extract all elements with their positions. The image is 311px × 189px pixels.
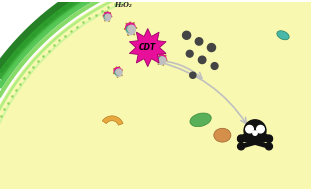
Point — [51, 44, 56, 47]
Circle shape — [257, 125, 264, 133]
Point — [74, 25, 79, 28]
Point — [42, 22, 47, 25]
Polygon shape — [159, 54, 160, 55]
Circle shape — [158, 57, 165, 64]
Point — [17, 83, 22, 86]
Point — [87, 17, 92, 20]
Circle shape — [186, 50, 193, 57]
Circle shape — [115, 70, 120, 75]
Polygon shape — [165, 55, 166, 56]
Point — [26, 71, 31, 74]
Polygon shape — [163, 64, 164, 65]
Point — [31, 65, 36, 68]
Point — [0, 70, 4, 73]
Circle shape — [246, 125, 253, 133]
Circle shape — [198, 56, 206, 64]
Point — [36, 60, 41, 63]
Circle shape — [183, 31, 191, 39]
Circle shape — [266, 135, 272, 142]
Polygon shape — [118, 67, 120, 68]
Ellipse shape — [135, 27, 137, 28]
Circle shape — [266, 136, 272, 143]
Point — [106, 6, 111, 9]
Polygon shape — [121, 75, 122, 76]
Point — [93, 13, 98, 16]
Point — [14, 51, 19, 54]
Point — [61, 7, 66, 10]
Ellipse shape — [156, 58, 158, 59]
Ellipse shape — [113, 73, 114, 74]
Point — [3, 63, 8, 66]
Circle shape — [158, 57, 164, 62]
Point — [19, 45, 24, 48]
Ellipse shape — [260, 134, 268, 139]
Polygon shape — [129, 29, 166, 67]
Polygon shape — [158, 63, 159, 65]
Polygon shape — [104, 20, 105, 21]
Point — [25, 39, 30, 42]
Circle shape — [116, 69, 122, 75]
Circle shape — [104, 12, 111, 19]
Point — [74, 0, 79, 1]
Circle shape — [126, 26, 135, 35]
Circle shape — [238, 135, 244, 142]
Point — [30, 33, 35, 36]
Polygon shape — [116, 67, 117, 68]
Circle shape — [114, 67, 122, 75]
Circle shape — [126, 26, 133, 32]
Circle shape — [126, 23, 135, 33]
Point — [41, 54, 46, 57]
Point — [46, 49, 51, 52]
Point — [68, 2, 73, 5]
Circle shape — [105, 14, 111, 20]
Circle shape — [238, 143, 244, 150]
Polygon shape — [110, 12, 111, 13]
Circle shape — [190, 72, 196, 78]
Ellipse shape — [111, 16, 112, 17]
Point — [0, 114, 3, 117]
Polygon shape — [162, 54, 163, 55]
Point — [48, 17, 53, 20]
Circle shape — [207, 44, 216, 52]
Ellipse shape — [103, 15, 104, 16]
Point — [81, 21, 86, 24]
Point — [63, 34, 67, 37]
Circle shape — [238, 136, 244, 143]
Point — [22, 77, 27, 80]
Point — [13, 89, 18, 92]
Circle shape — [104, 14, 109, 19]
Point — [113, 2, 118, 5]
Point — [9, 95, 14, 98]
Circle shape — [195, 38, 203, 45]
Circle shape — [266, 143, 272, 150]
Polygon shape — [133, 22, 134, 24]
Polygon shape — [133, 34, 135, 35]
Point — [119, 0, 124, 2]
Ellipse shape — [214, 128, 231, 142]
Text: CDT: CDT — [139, 43, 156, 52]
Ellipse shape — [277, 31, 289, 40]
Point — [100, 9, 104, 12]
Ellipse shape — [242, 134, 250, 139]
Polygon shape — [114, 68, 115, 70]
Ellipse shape — [190, 113, 211, 127]
Circle shape — [104, 15, 110, 21]
Circle shape — [115, 70, 122, 76]
Polygon shape — [126, 23, 127, 24]
Point — [54, 12, 59, 15]
Circle shape — [253, 131, 257, 135]
Polygon shape — [104, 12, 105, 13]
Text: H₂O₂: H₂O₂ — [114, 1, 132, 9]
Wedge shape — [102, 116, 123, 125]
Circle shape — [158, 55, 166, 63]
Circle shape — [244, 120, 266, 142]
Circle shape — [128, 25, 135, 33]
Point — [2, 108, 7, 111]
Circle shape — [159, 57, 166, 63]
Point — [57, 39, 62, 42]
Point — [5, 101, 10, 104]
Ellipse shape — [124, 28, 126, 29]
Point — [68, 30, 73, 33]
Polygon shape — [117, 76, 118, 77]
